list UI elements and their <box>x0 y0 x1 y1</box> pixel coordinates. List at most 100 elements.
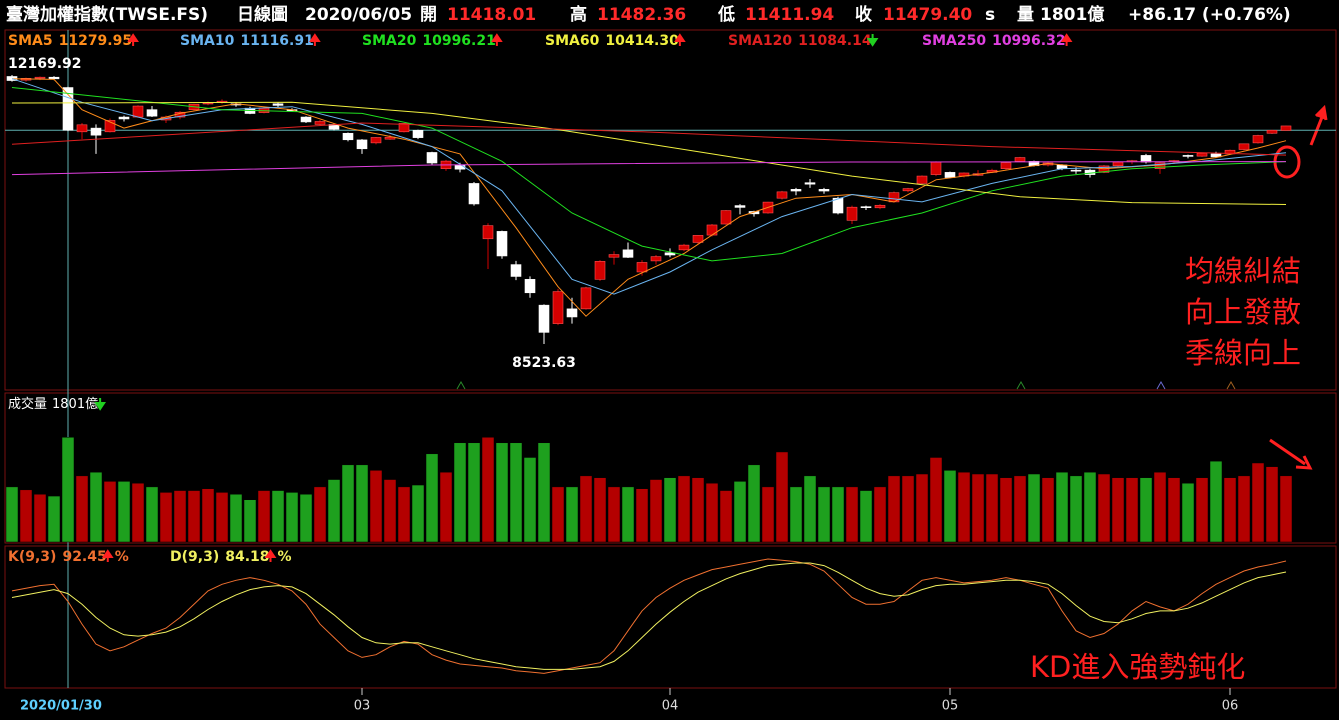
volume-bar <box>1041 477 1055 543</box>
header-field: 11482.36 <box>597 5 686 25</box>
candle-body <box>804 182 816 185</box>
candle-body <box>1070 169 1082 172</box>
cursor-date: 2020/01/30 <box>20 699 102 714</box>
candle-body <box>342 132 354 141</box>
volume-bar <box>1223 477 1237 543</box>
volume-bar <box>145 486 159 543</box>
candle-body <box>846 206 858 221</box>
volume-bar <box>1097 473 1111 543</box>
legend-name: SMA5 <box>8 33 53 49</box>
candle-body <box>1266 130 1278 134</box>
candle-body <box>902 188 914 192</box>
candle-body <box>90 127 102 136</box>
volume-bar <box>859 490 873 543</box>
candle-body <box>468 183 480 205</box>
candle-body <box>1280 125 1292 131</box>
volume-bar <box>1111 477 1125 543</box>
moving-average-line <box>11 122 1287 156</box>
volume-bar <box>439 471 453 543</box>
volume-panel <box>4 392 1337 544</box>
candle-body <box>48 76 60 80</box>
volume-bar <box>5 486 19 543</box>
trend-arrow <box>127 33 139 46</box>
candle-body <box>118 116 130 120</box>
low-label: 8523.63 <box>512 355 576 371</box>
candle-body <box>692 235 704 243</box>
legend-entry: SMA5 11279.95 <box>8 33 132 49</box>
legend-entry: SMA60 10414.30 <box>545 33 679 49</box>
candle-body <box>202 102 214 105</box>
candle-body <box>734 205 746 208</box>
volume-bar <box>957 471 971 543</box>
candle-body <box>314 121 326 125</box>
volume-bar <box>47 495 61 543</box>
volume-bar <box>1069 475 1083 543</box>
volume-bar <box>187 490 201 543</box>
legend-entry: SMA20 10996.21 <box>362 33 496 49</box>
candle-body <box>412 130 424 138</box>
volume-legend: 成交量 1801億 <box>8 396 98 412</box>
legend-entry: SMA10 11116.91 <box>180 33 314 49</box>
trend-arrow <box>94 398 106 411</box>
volume-bar <box>1125 477 1139 543</box>
header-field: 低 <box>717 4 735 25</box>
legend-name: SMA10 <box>180 33 235 49</box>
candle-body <box>580 287 592 310</box>
volume-bar <box>1279 475 1293 543</box>
header-field: 2020/06/05 <box>305 5 412 25</box>
volume-bar <box>19 489 33 543</box>
volume-bar <box>677 475 691 543</box>
legend-value: 10996.21 <box>422 33 496 49</box>
note: 均線糾結 <box>1185 254 1301 288</box>
candle-body <box>398 123 410 133</box>
candle-body <box>1238 143 1250 150</box>
volume-bar <box>257 490 271 543</box>
candle-body <box>622 249 634 258</box>
header-field: +86.17 (+0.76%) <box>1128 5 1291 25</box>
header-field: 11411.94 <box>745 5 834 25</box>
candle-body <box>62 87 74 131</box>
volume-bar <box>649 479 663 543</box>
kd-line <box>11 562 1287 670</box>
volume-bar <box>1209 460 1223 543</box>
volume-bar <box>159 492 173 543</box>
candle-body <box>636 262 648 273</box>
header-field: 日線圖 <box>237 4 288 25</box>
volume-bar <box>509 442 523 543</box>
legend-value: 10996.32 <box>992 33 1066 49</box>
volume-bar <box>481 437 495 543</box>
candle-body <box>1210 153 1222 158</box>
kd-legend: D(9,3) 84.18 <box>170 549 270 565</box>
trend-arrow <box>1060 33 1073 46</box>
volume-bar <box>691 477 705 543</box>
volume-bar <box>915 473 929 543</box>
volume-bar <box>425 453 439 543</box>
candle-body <box>426 152 438 164</box>
candle-body <box>1252 135 1264 144</box>
candle-body <box>930 161 942 175</box>
volume-bar <box>579 475 593 543</box>
trend-arrow <box>673 33 686 46</box>
volume-bar <box>383 479 397 543</box>
moving-average-line <box>11 87 1287 262</box>
volume-bar <box>369 470 383 543</box>
volume-bar <box>117 481 131 543</box>
header-field: 11418.01 <box>447 5 536 25</box>
volume-bar <box>803 475 817 543</box>
volume-bar <box>565 486 579 543</box>
volume-bar <box>75 475 89 543</box>
volume-bar <box>663 477 677 543</box>
kd-name: D(9,3) <box>170 549 219 565</box>
candle-body <box>720 210 732 225</box>
candle-body <box>566 308 578 318</box>
volume-bar <box>999 477 1013 543</box>
candle-body <box>552 291 564 324</box>
volume-bar <box>537 442 551 543</box>
trend-arrow <box>308 33 321 46</box>
candle-body <box>496 231 508 257</box>
volume-bar <box>1237 475 1251 543</box>
header-field: 量 <box>1017 4 1034 25</box>
candle-body <box>384 136 396 140</box>
volume-bar <box>341 464 355 543</box>
candle-body <box>104 120 116 133</box>
